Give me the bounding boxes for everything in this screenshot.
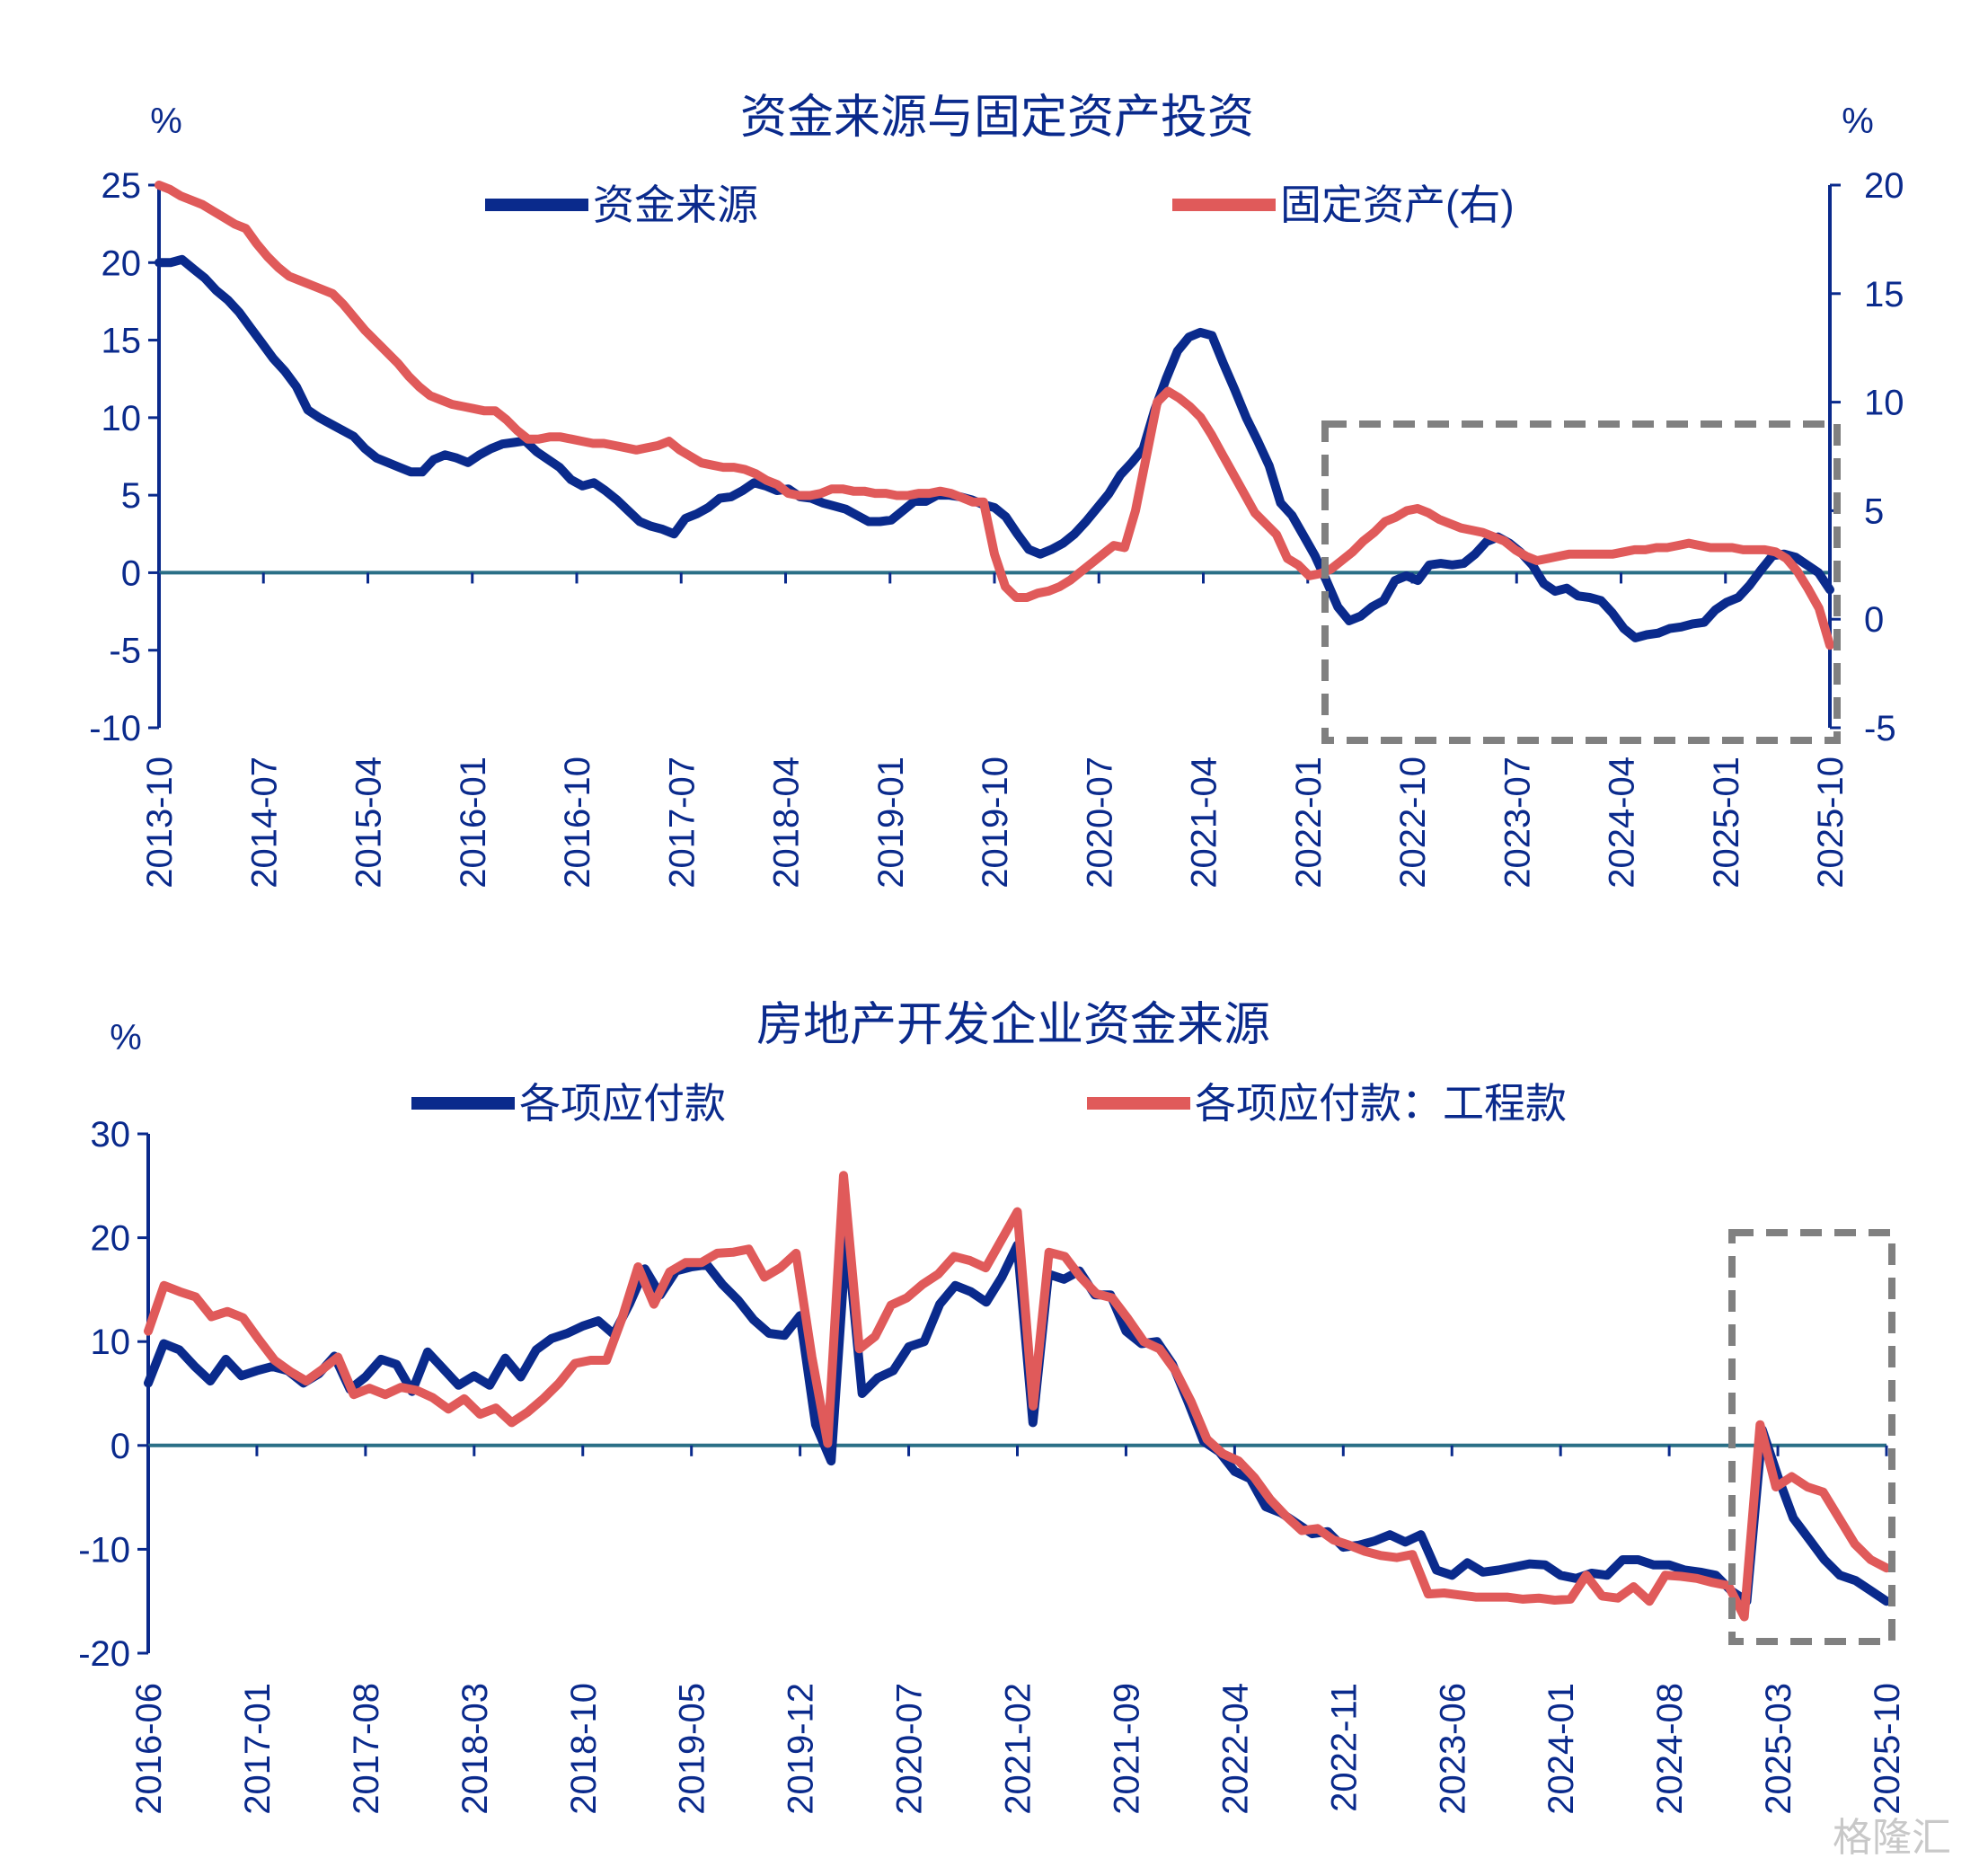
chart-2-series (144, 1171, 1891, 1622)
chart-2-x-tick-label: 2021-02 (999, 1683, 1038, 1815)
chart-1-left-tick-label: 20 (102, 243, 142, 283)
chart-1-x-tick-label: 2014-07 (244, 757, 284, 889)
chart-2-x-tick-label: 2019-12 (782, 1683, 821, 1815)
chart-1-x-tick-label: 2017-07 (662, 757, 702, 889)
chart-2-left-tick-label: 30 (91, 1115, 131, 1155)
chart-2-x-tick-label: 2019-05 (673, 1683, 712, 1815)
chart-1-x-tick-label: 2024-04 (1603, 757, 1642, 889)
legend-label-fixed-asset: 固定资产(右) (1280, 181, 1515, 228)
legend-label-engineering-payables: 各项应付款：工程款 (1195, 1080, 1567, 1127)
chart-2-x-tick-label: 2018-03 (455, 1683, 495, 1815)
chart-1-left-unit: % (150, 102, 182, 141)
chart-1-series (155, 181, 1834, 650)
chart-2-x-tick-label: 2018-10 (564, 1683, 604, 1815)
chart-1-right-tick-label: -5 (1864, 709, 1896, 748)
chart-1-x-tick-label: 2013-10 (140, 757, 180, 889)
chart-1-x-tick-label: 2022-01 (1289, 757, 1329, 889)
chart-1-right-tick-label: 20 (1864, 166, 1904, 206)
chart-1-x-tick-label: 2025-01 (1707, 757, 1746, 889)
chart-1-series-line-2 (155, 181, 1834, 650)
chart-2-left-tick-label: -10 (78, 1530, 130, 1570)
chart-1-highlight-box (1321, 420, 1841, 744)
chart-1-x-tick-label: 2018-04 (767, 757, 807, 889)
chart-1-x-tick-label: 2016-01 (454, 757, 493, 889)
chart-2: 房地产开发企业资金来源 % 各项应付款 各项应付款：工程款 30 20 10 0 -10… (78, 999, 1907, 1815)
chart-1-x-tick-label: 2020-07 (1080, 757, 1119, 889)
chart-1-x-tick-label: 2022-10 (1393, 757, 1433, 889)
chart-2-x-tick-label: 2021-09 (1107, 1683, 1146, 1815)
chart-2-left-tick-label: 0 (110, 1427, 130, 1466)
chart-1-right-tick-label: 0 (1864, 600, 1884, 640)
chart-2-series-line-2 (144, 1171, 1891, 1622)
chart-2-highlight-box (1728, 1229, 1895, 1645)
chart-1-left-tick-label: -10 (89, 709, 141, 748)
chart-2-x-tick-label: 2017-01 (238, 1683, 278, 1815)
chart-2-x-tick-label: 2022-04 (1215, 1683, 1255, 1815)
chart-1: 资金来源与固定资产投资 % % 资金来源 固定资产(右) 25 20 15 10 5 0 -… (89, 92, 1904, 889)
chart-1-left-tick-label: 5 (121, 476, 141, 516)
chart-1-axes: 25 20 15 10 5 0 -5 -10 20 15 10 5 0 -5 2013-10 2014-07 2… (89, 166, 1904, 889)
chart-2-x-tick-label: 2024-01 (1542, 1683, 1581, 1815)
chart-1-right-tick-label: 5 (1864, 491, 1884, 531)
chart-2-x-tick-label: 2016-06 (129, 1683, 169, 1815)
chart-1-x-tick-label: 2019-10 (976, 757, 1015, 889)
chart-1-left-tick-label: 0 (121, 553, 141, 593)
chart-1-x-tick-label: 2025-10 (1811, 757, 1851, 889)
chart-1-left-tick-label: 10 (102, 399, 142, 438)
chart-2-x-tick-label: 2017-08 (347, 1683, 386, 1815)
chart-1-x-tick-label: 2019-01 (871, 757, 911, 889)
chart-2-x-tick-label: 2023-06 (1433, 1683, 1472, 1815)
chart-1-series-line-1 (155, 254, 1834, 642)
chart-1-left-tick-label: 15 (102, 322, 142, 361)
chart-2-x-tick-label: 2024-08 (1650, 1683, 1690, 1815)
chart-1-x-tick-label: 2016-10 (558, 757, 597, 889)
chart-2-left-unit: % (110, 1018, 142, 1057)
chart-1-right-tick-label: 15 (1864, 275, 1904, 314)
chart-2-x-tick-label: 2025-10 (1868, 1683, 1907, 1815)
chart-1-x-tick-label: 2015-04 (349, 757, 389, 889)
chart-2-left-tick-label: 20 (91, 1219, 131, 1259)
chart-2-series-line-1 (144, 1227, 1891, 1606)
chart-2-left-tick-label: 10 (91, 1323, 131, 1362)
chart-1-right-tick-label: 10 (1864, 384, 1904, 423)
chart-1-x-tick-label: 2023-07 (1498, 757, 1537, 889)
watermark: 格隆汇 (1833, 1816, 1951, 1860)
chart-2-axes: 30 20 10 0 -10 -20 2016-06 2017-01 2017-08 2018-0… (78, 1115, 1907, 1815)
chart-2-left-tick-label: -20 (78, 1634, 130, 1674)
chart-2-x-tick-label: 2022-11 (1324, 1683, 1364, 1812)
chart-1-left-tick-label: 25 (102, 166, 142, 206)
chart-1-x-tick-label: 2021-04 (1185, 757, 1224, 889)
chart-2-x-tick-label: 2020-07 (890, 1683, 930, 1815)
legend-label-payables: 各项应付款 (519, 1080, 726, 1127)
chart-2-title: 房地产开发企业资金来源 (756, 999, 1270, 1051)
chart-2-x-tick-label: 2025-03 (1759, 1683, 1798, 1815)
legend-label-funding-source: 资金来源 (593, 181, 758, 228)
chart-1-left-tick-label: -5 (109, 632, 141, 671)
chart-1-title: 资金来源与固定资产投资 (740, 92, 1254, 144)
chart-1-right-unit: % (1842, 102, 1874, 141)
